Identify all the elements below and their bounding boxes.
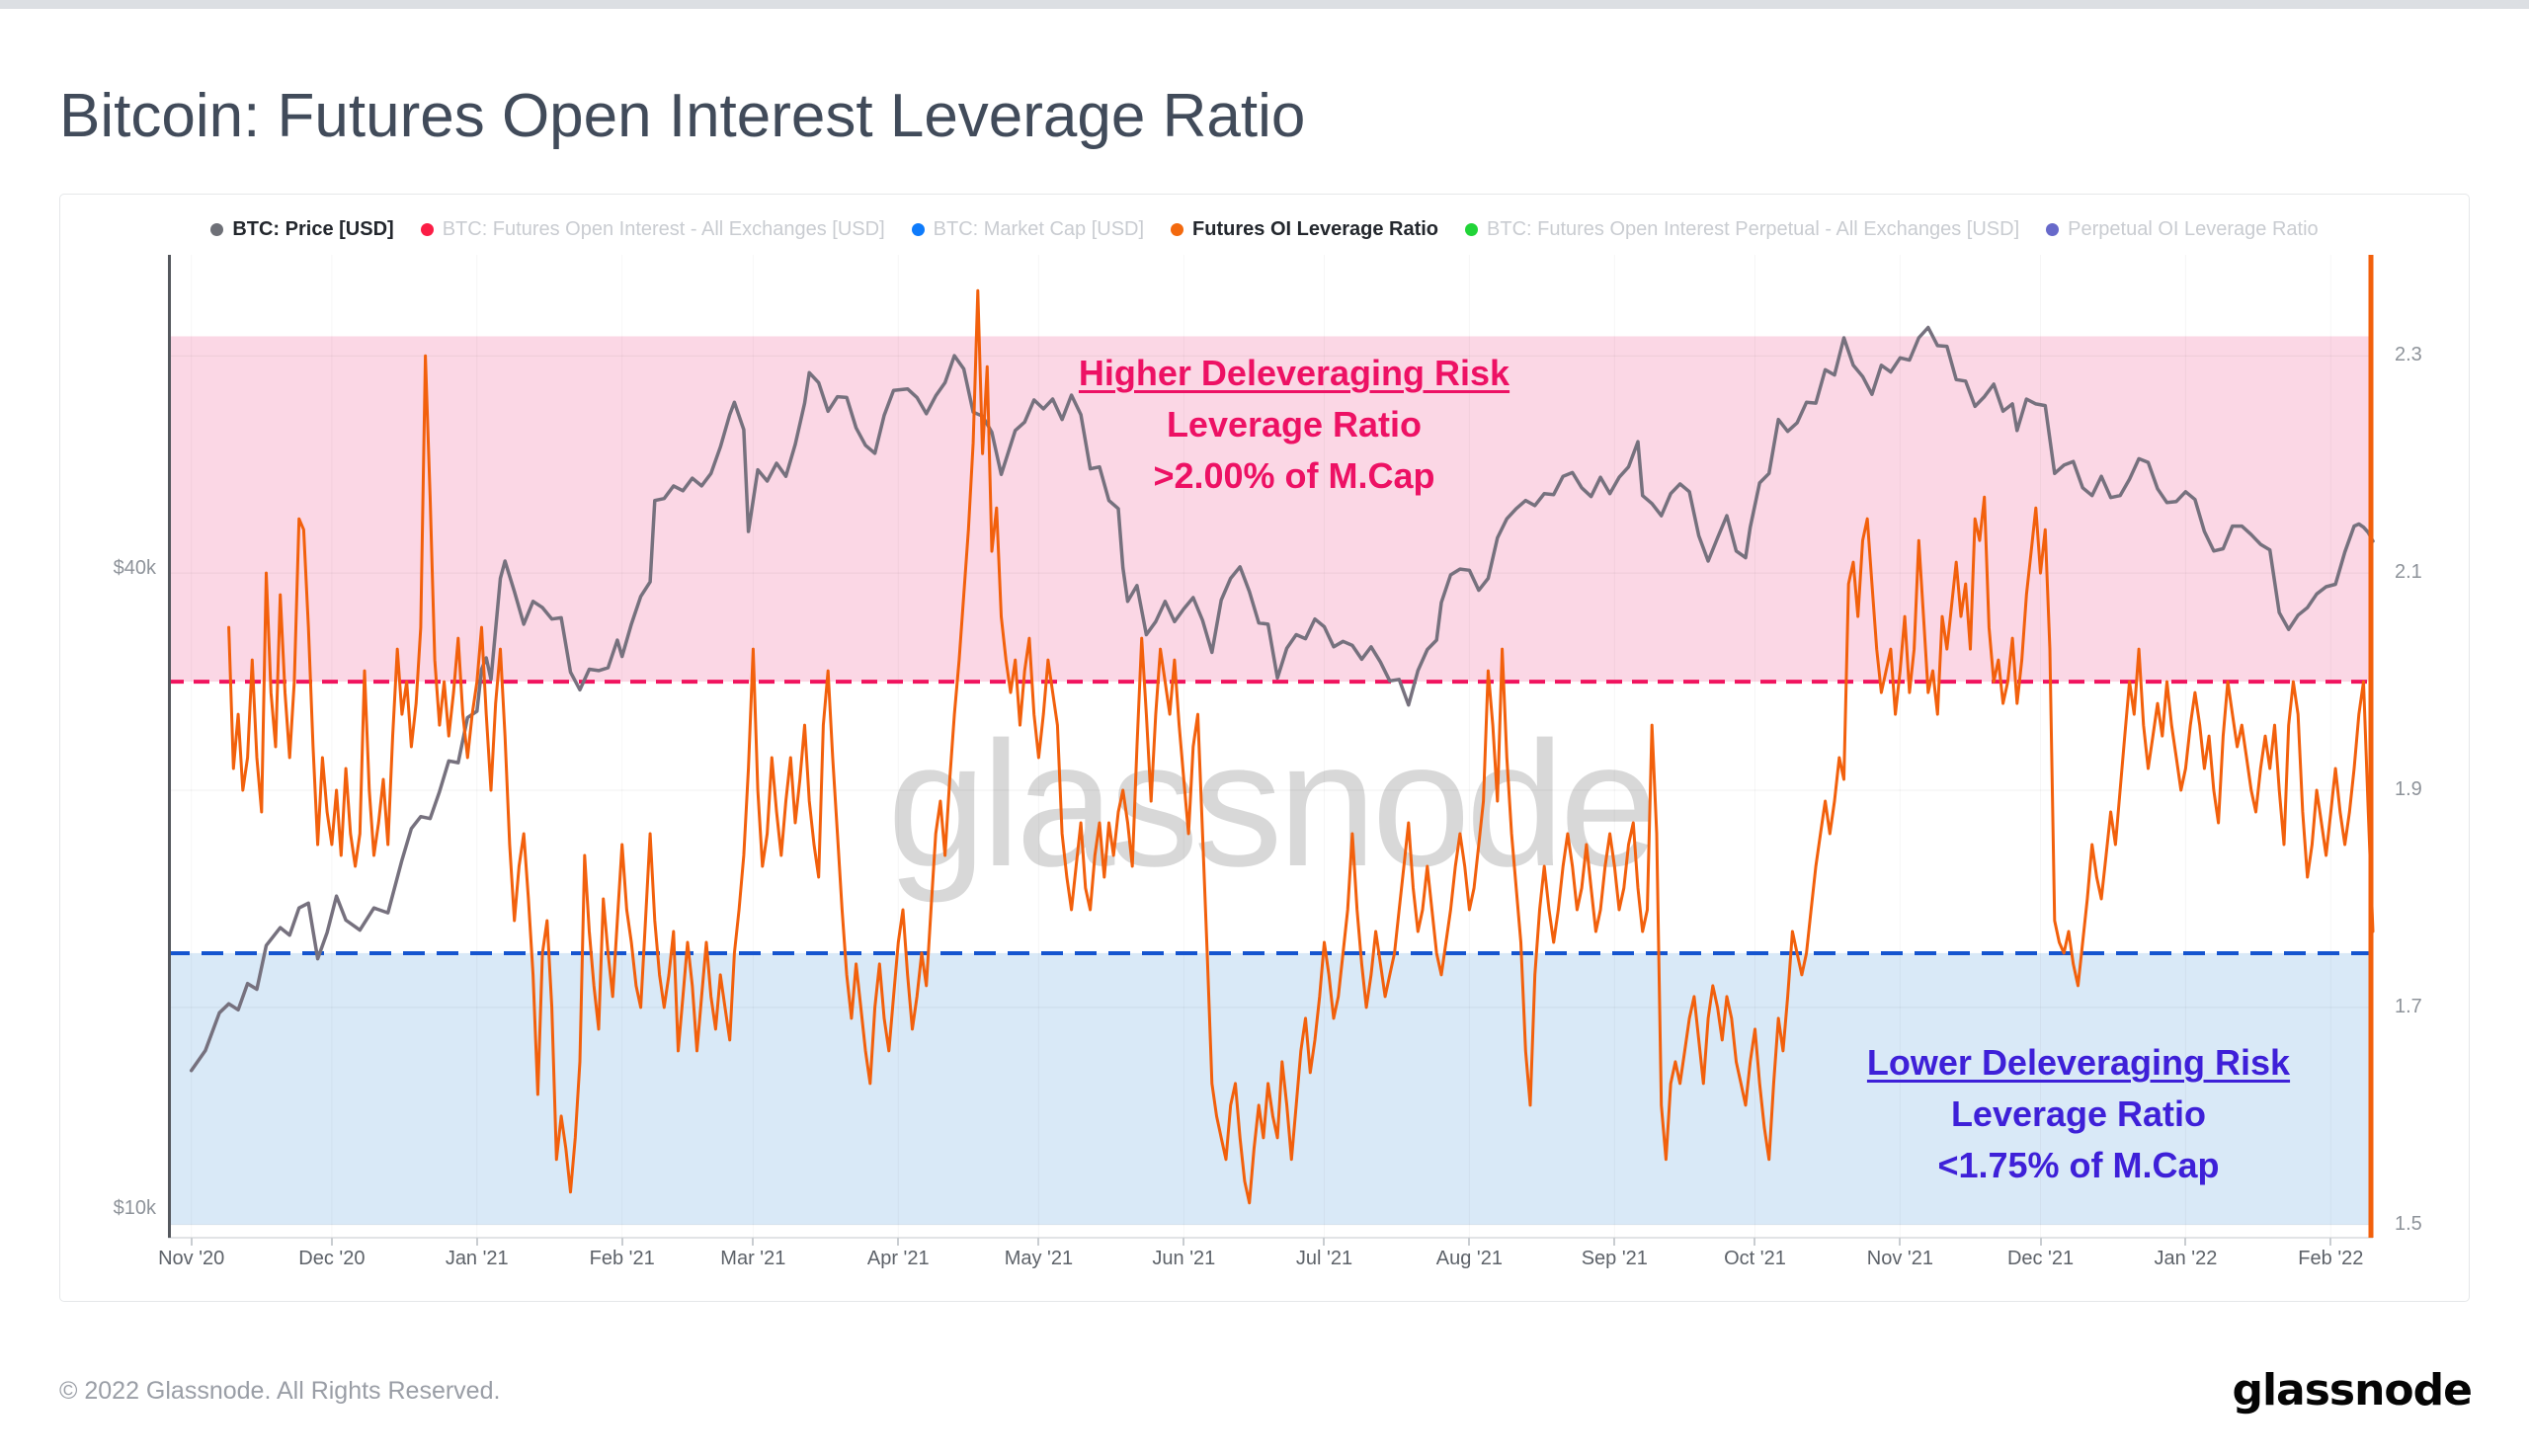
x-axis-month-label: Jan '21 (445, 1248, 509, 1269)
price-line (189, 325, 2375, 1073)
legend-dot-icon (1465, 222, 1479, 236)
annotation-line: Leverage Ratio (1950, 1093, 2207, 1134)
x-axis-month-label: May '21 (1004, 1248, 1074, 1269)
annotation-line: Leverage Ratio (1166, 404, 1423, 445)
x-axis-tick (2039, 1238, 2042, 1246)
x-axis-tick (1037, 1238, 1040, 1246)
annotation-line: <1.75% of M.Cap (1937, 1145, 2220, 1185)
legend-dot-icon (210, 222, 224, 236)
x-axis-tick (1468, 1238, 1471, 1246)
legend-item-5[interactable]: Perpetual OI Leverage Ratio (2046, 218, 2319, 241)
legend-item-1[interactable]: BTC: Futures Open Interest - All Exchang… (420, 217, 885, 241)
x-axis-tick (897, 1238, 900, 1246)
annotation-line: Lower Deleveraging Risk (1866, 1042, 2291, 1083)
annotation-line: Higher Deleveraging Risk (1078, 353, 1510, 393)
x-axis-month-label: Feb '22 (2298, 1248, 2364, 1269)
x-axis-month-label: Feb '21 (589, 1248, 655, 1269)
x-axis-month-label: Jun '21 (1152, 1248, 1216, 1269)
y-axis-ratio-label: 1.5 (2395, 1212, 2422, 1235)
y-axis-ratio-label: 2.3 (2395, 344, 2422, 366)
x-axis-tick (1754, 1238, 1756, 1246)
annotation-line: >2.00% of M.Cap (1153, 455, 1435, 496)
y-axis-ratio-label: 2.1 (2395, 561, 2422, 584)
x-axis-tick (1613, 1238, 1616, 1246)
legend-item-2[interactable]: BTC: Market Cap [USD] (911, 217, 1145, 241)
legend-item-label: BTC: Market Cap [USD] (933, 217, 1145, 240)
leverage-ratio-line (227, 288, 2375, 1205)
legend-dot-icon (911, 222, 925, 236)
x-axis-month-label: Nov '21 (1866, 1248, 1933, 1269)
x-axis-tick (475, 1238, 478, 1246)
y-axis-ratio-label: 1.9 (2395, 778, 2422, 801)
x-axis-tick (2329, 1238, 2332, 1246)
legend-item-label: BTC: Futures Open Interest Perpetual - A… (1487, 217, 2020, 240)
x-axis-tick (620, 1238, 623, 1246)
legend-item-label: Futures OI Leverage Ratio (1192, 217, 1439, 240)
legend-dot-icon (2046, 222, 2060, 236)
x-axis-tick (752, 1238, 755, 1246)
legend-item-0[interactable]: BTC: Price [USD] (210, 217, 394, 241)
chart-legend: BTC: Price [USD] BTC: Futures Open Intere… (59, 213, 2470, 245)
x-axis-month-label: Sep '21 (1581, 1248, 1648, 1269)
x-axis-month-label: Mar '21 (720, 1248, 786, 1269)
plot-area[interactable]: glassnode Higher Deleveraging Risk Lever… (168, 255, 2375, 1254)
x-axis-tick (2184, 1238, 2187, 1246)
x-axis-tick (1183, 1238, 1185, 1246)
x-axis-tick (1323, 1238, 1326, 1246)
higher-deleveraging-risk-band (168, 336, 2373, 683)
y-axis-price-label: $40k (113, 557, 156, 580)
legend-item-label: BTC: Futures Open Interest - All Exchang… (442, 217, 885, 240)
legend-item-label: Perpetual OI Leverage Ratio (2068, 217, 2319, 240)
x-axis-month-label: Dec '21 (2006, 1248, 2075, 1269)
x-axis-month-label: Apr '21 (866, 1248, 930, 1269)
higher-deleveraging-risk-annotation: Higher Deleveraging Risk Leverage Ratio … (998, 348, 1591, 502)
legend-item-label: BTC: Price [USD] (232, 217, 394, 240)
top-strip (0, 0, 2529, 9)
x-axis-tick (190, 1238, 193, 1246)
x-axis-tick (330, 1238, 333, 1246)
chart-svg (168, 255, 2375, 1239)
glassnode-logo[interactable]: glassnode (2232, 1365, 2473, 1416)
x-axis-month-label: Nov '20 (158, 1248, 225, 1269)
x-axis-tick (1899, 1238, 1902, 1246)
lower-deleveraging-risk-annotation: Lower Deleveraging Risk Leverage Ratio <… (1822, 1037, 2335, 1191)
glassnode-watermark: glassnode (887, 705, 1659, 904)
x-axis-month-label: Jan '22 (2154, 1248, 2218, 1269)
page-title: Bitcoin: Futures Open Interest Leverage … (59, 81, 1306, 150)
copyright-text: © 2022 Glassnode. All Rights Reserved. (59, 1377, 501, 1405)
x-axis-month-label: Oct '21 (1724, 1248, 1786, 1269)
legend-item-4[interactable]: BTC: Futures Open Interest Perpetual - A… (1465, 218, 2019, 241)
x-axis-month-label: Aug '21 (1435, 1248, 1503, 1269)
y-axis-ratio-label: 1.7 (2395, 995, 2422, 1017)
legend-dot-icon (420, 222, 434, 236)
legend-item-3[interactable]: Futures OI Leverage Ratio (1171, 218, 1438, 241)
legend-dot-icon (1171, 222, 1184, 236)
x-axis-month-label: Dec '20 (298, 1248, 366, 1269)
y-axis-price-label: $10k (113, 1197, 156, 1220)
x-axis-month-label: Jul '21 (1295, 1248, 1353, 1269)
